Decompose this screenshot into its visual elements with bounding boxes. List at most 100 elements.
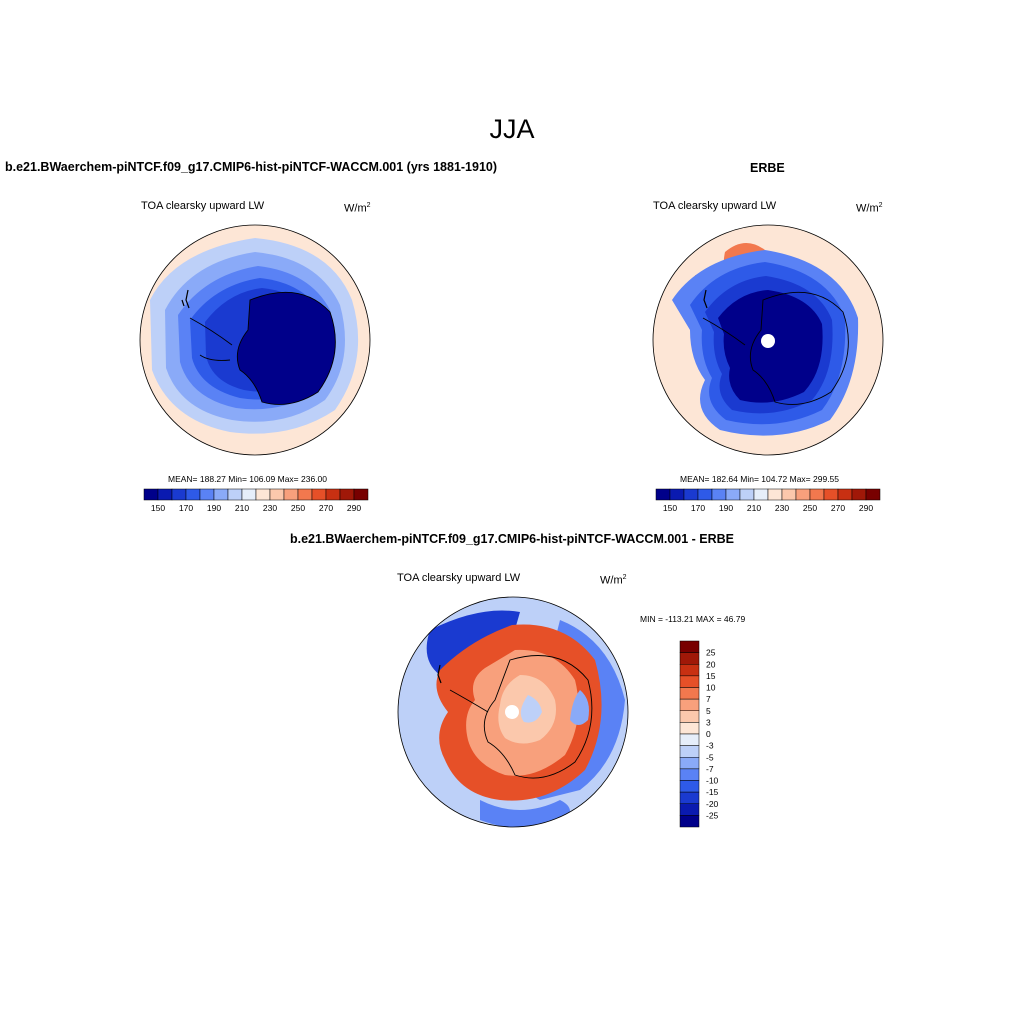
colorbar-swatch [739, 488, 755, 501]
obs-colorbar: 150 170 190 210 230 250 270 290 [655, 488, 881, 513]
colorbar-swatch [809, 488, 825, 501]
colorbar-swatch [185, 488, 201, 501]
colorbar-tick-label: 150 [663, 503, 677, 513]
colorbar-swatch [679, 640, 700, 653]
obs-map-border [652, 224, 884, 456]
model-panel-title: b.e21.BWaerchem-piNTCF.f09_g17.CMIP6-his… [5, 160, 498, 174]
colorbar-tick-label: -25 [706, 810, 719, 820]
model-variable-label: TOA clearsky upward LW [141, 200, 265, 212]
colorbar-swatch [157, 488, 173, 501]
colorbar-swatch [297, 488, 313, 501]
page-title: JJA [489, 114, 535, 144]
diff-pole-hole [505, 705, 519, 719]
model-units: W/m2 [344, 202, 371, 215]
colorbar-swatch [679, 664, 700, 677]
colorbar-swatch [725, 488, 741, 501]
model-colorbar: 150 170 190 210 230 250 270 290 [143, 488, 369, 513]
colorbar-tick-label: 250 [803, 503, 817, 513]
colorbar-swatch [697, 488, 713, 501]
colorbar-tick-label: 270 [831, 503, 845, 513]
colorbar-swatch [679, 803, 700, 816]
colorbar-tick-label: 290 [347, 503, 361, 513]
colorbar-swatch [679, 710, 700, 723]
colorbar-tick-label: 15 [706, 671, 716, 681]
obs-variable-label: TOA clearsky upward LW [653, 200, 777, 212]
obs-pole-hole [761, 334, 775, 348]
colorbar-tick-label: -3 [706, 741, 714, 751]
diff-stats: MIN = -113.21 MAX = 46.79 [640, 614, 746, 624]
obs-panel-title: ERBE [750, 161, 785, 175]
colorbar-swatch [679, 687, 700, 700]
colorbar-swatch [837, 488, 853, 501]
colorbar-tick-label: 3 [706, 717, 711, 727]
colorbar-swatch [311, 488, 327, 501]
colorbar-swatch [213, 488, 229, 501]
colorbar-swatch [711, 488, 727, 501]
colorbar-swatch [241, 488, 257, 501]
colorbar-swatch [353, 488, 369, 501]
colorbar-swatch [679, 745, 700, 758]
diff-panel-title: b.e21.BWaerchem-piNTCF.f09_g17.CMIP6-his… [289, 532, 735, 546]
colorbar-swatch [679, 780, 700, 793]
colorbar-tick-label: 210 [747, 503, 761, 513]
colorbar-tick-label: 250 [291, 503, 305, 513]
obs-coastline [702, 291, 849, 405]
colorbar-tick-label: 210 [235, 503, 249, 513]
diff-map [398, 597, 628, 827]
colorbar-tick-label: 25 [706, 648, 716, 658]
colorbar-tick-label: -5 [706, 752, 714, 762]
colorbar-swatch [781, 488, 797, 501]
colorbar-tick-label: 170 [691, 503, 705, 513]
obs-units: W/m2 [856, 202, 883, 215]
colorbar-tick-label: 0 [706, 729, 711, 739]
diff-units: W/m2 [600, 574, 627, 587]
colorbar-tick-label: 7 [706, 694, 711, 704]
colorbar-swatch [325, 488, 341, 501]
colorbar-tick-label: 190 [207, 503, 221, 513]
colorbar-swatch [655, 488, 671, 501]
colorbar-swatch [227, 488, 243, 501]
colorbar-tick-label: 150 [151, 503, 165, 513]
colorbar-swatch [679, 757, 700, 770]
model-stats: MEAN= 188.27 Min= 106.09 Max= 236.00 [168, 474, 328, 484]
colorbar-tick-label: 230 [775, 503, 789, 513]
colorbar-tick-label: 170 [179, 503, 193, 513]
colorbar-tick-label: 5 [706, 706, 711, 716]
model-map-border [139, 224, 371, 456]
colorbar-swatch [339, 488, 355, 501]
colorbar-swatch [283, 488, 299, 501]
colorbar-swatch [679, 815, 700, 828]
colorbar-tick-label: -15 [706, 787, 719, 797]
colorbar-swatch [143, 488, 159, 501]
colorbar-swatch [795, 488, 811, 501]
colorbar-tick-label: 290 [859, 503, 873, 513]
colorbar-swatch [669, 488, 685, 501]
diff-coastline [449, 655, 593, 779]
diff-map-border [397, 596, 629, 828]
diff-variable-label: TOA clearsky upward LW [397, 572, 521, 584]
colorbar-swatch [171, 488, 187, 501]
colorbar-swatch [823, 488, 839, 501]
colorbar-tick-label: -7 [706, 764, 714, 774]
colorbar-swatch [679, 698, 700, 711]
colorbar-tick-label: 20 [706, 659, 716, 669]
colorbar-tick-label: 10 [706, 683, 716, 693]
colorbar-swatch [255, 488, 271, 501]
colorbar-swatch [753, 488, 769, 501]
model-map [140, 225, 370, 455]
colorbar-swatch [679, 733, 700, 746]
colorbar-swatch [865, 488, 881, 501]
colorbar-swatch [679, 791, 700, 804]
colorbar-tick-label: -20 [706, 799, 719, 809]
colorbar-swatch [679, 722, 700, 735]
colorbar-swatch [679, 652, 700, 665]
colorbar-swatch [679, 768, 700, 781]
model-coastline [189, 291, 336, 405]
colorbar-tick-label: -10 [706, 776, 719, 786]
obs-stats: MEAN= 182.64 Min= 104.72 Max= 299.55 [680, 474, 840, 484]
colorbar-swatch [199, 488, 215, 501]
colorbar-swatch [767, 488, 783, 501]
colorbar-swatch [269, 488, 285, 501]
